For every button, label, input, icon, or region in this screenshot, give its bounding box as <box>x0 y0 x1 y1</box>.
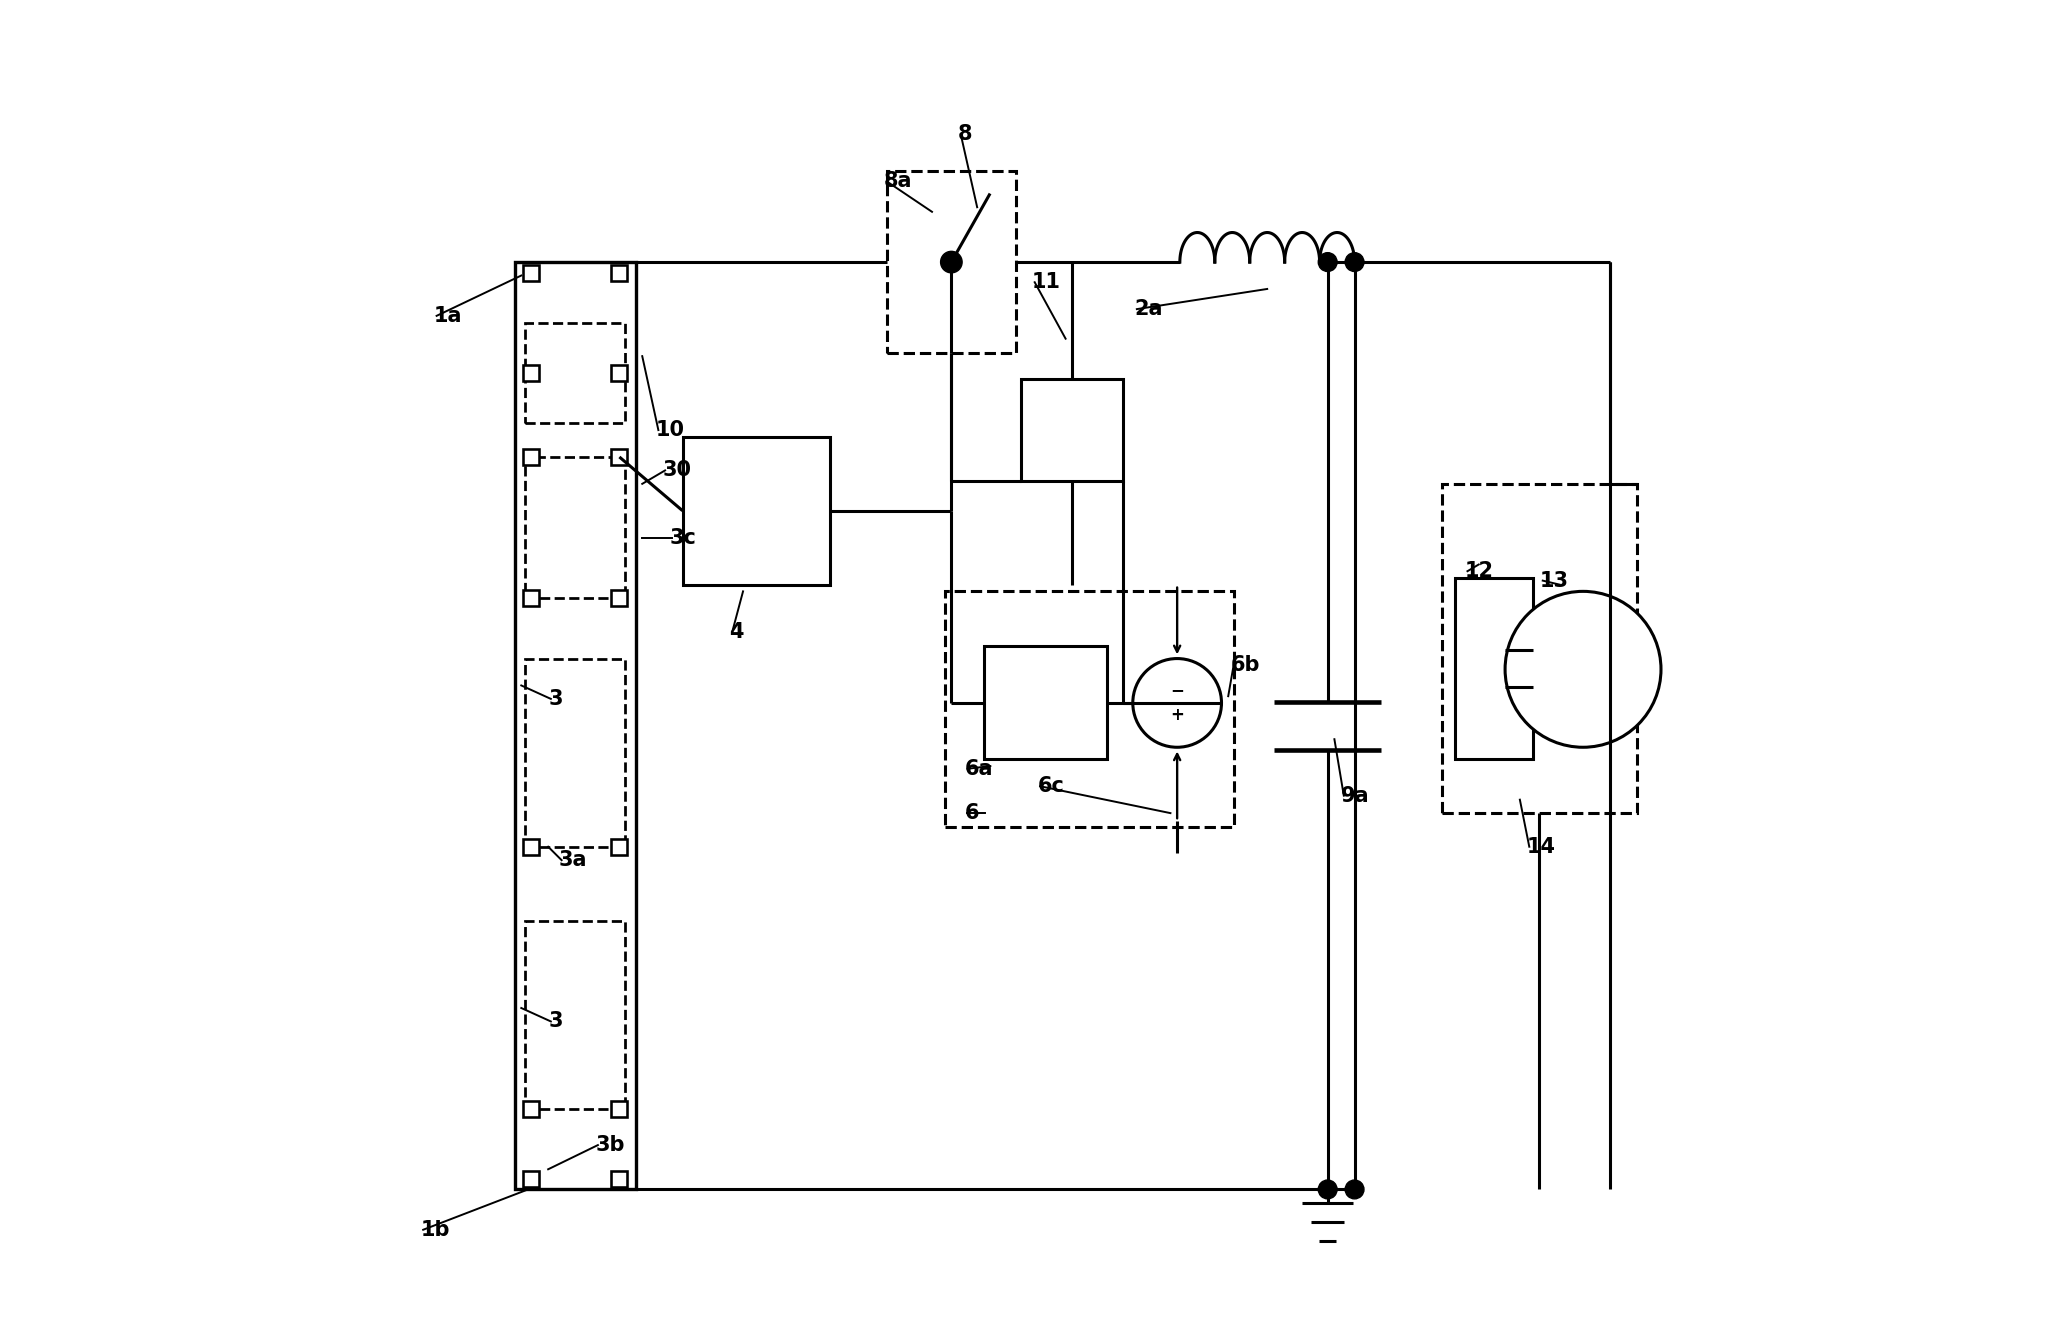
Circle shape <box>1319 1180 1337 1199</box>
Bar <box>683 437 830 585</box>
Circle shape <box>1346 253 1364 271</box>
Text: 2a: 2a <box>1133 300 1162 319</box>
Bar <box>526 323 625 423</box>
Circle shape <box>1505 591 1662 747</box>
Bar <box>1443 484 1637 813</box>
Text: 1b: 1b <box>421 1220 450 1239</box>
Text: 6: 6 <box>964 804 978 823</box>
Bar <box>522 839 539 855</box>
Bar <box>522 590 539 606</box>
Bar <box>522 449 539 465</box>
Text: 3: 3 <box>549 1012 563 1031</box>
Circle shape <box>1133 659 1222 747</box>
Text: −: − <box>1170 681 1185 699</box>
Text: 6a: 6a <box>964 759 993 778</box>
Text: 30: 30 <box>663 461 691 480</box>
Text: 3: 3 <box>549 689 563 708</box>
Text: 6b: 6b <box>1230 656 1261 675</box>
Bar <box>611 1101 627 1117</box>
Text: 13: 13 <box>1540 571 1569 590</box>
Text: 9a: 9a <box>1342 786 1370 805</box>
Bar <box>985 646 1106 759</box>
Bar <box>514 262 636 1189</box>
Bar <box>1022 379 1123 481</box>
Text: +: + <box>1170 707 1185 724</box>
Text: 8a: 8a <box>883 172 912 191</box>
Text: 1a: 1a <box>433 306 462 325</box>
Bar <box>522 265 539 281</box>
Text: 3a: 3a <box>559 851 588 870</box>
Bar <box>611 449 627 465</box>
Text: 3c: 3c <box>669 528 696 547</box>
Bar <box>888 171 1015 353</box>
Bar <box>522 364 539 382</box>
Bar <box>526 921 625 1109</box>
Text: 11: 11 <box>1032 273 1061 292</box>
Text: 8: 8 <box>958 125 972 144</box>
Circle shape <box>941 251 962 273</box>
Bar <box>611 265 627 281</box>
Circle shape <box>1346 1180 1364 1199</box>
Text: 10: 10 <box>656 421 685 439</box>
Text: 14: 14 <box>1527 837 1556 856</box>
Bar <box>611 839 627 855</box>
Bar <box>611 1171 627 1187</box>
Text: 3b: 3b <box>594 1136 625 1154</box>
Bar <box>522 1171 539 1187</box>
Bar <box>526 659 625 847</box>
Bar <box>1455 578 1534 759</box>
Text: 12: 12 <box>1465 562 1494 581</box>
Bar <box>522 1101 539 1117</box>
Text: 4: 4 <box>729 622 745 641</box>
Circle shape <box>1319 253 1337 271</box>
Text: 6c: 6c <box>1038 777 1065 796</box>
Bar <box>526 457 625 598</box>
Bar <box>611 590 627 606</box>
Bar <box>945 591 1234 827</box>
Bar <box>611 364 627 382</box>
